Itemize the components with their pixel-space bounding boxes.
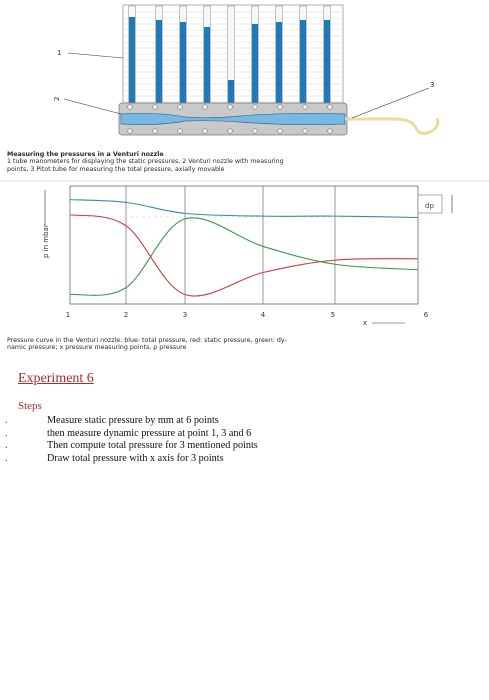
x-tick-label: 2 [124,311,128,319]
total-pressure-line [69,199,419,219]
measuring-point-marker [202,128,208,134]
manometer-fluid-column [156,20,162,104]
measuring-point-marker [152,104,158,110]
x-axis-label: x [363,319,367,327]
leader-line-3 [351,87,430,119]
manometer-fluid-column [324,20,330,104]
measuring-point-marker [177,104,183,110]
label-1: 1 [57,49,61,57]
chart-series [69,199,419,297]
measuring-point-marker [327,128,333,134]
label-3: 3 [430,81,434,89]
figure1-caption-line: points, 3 Pitot tube for measuring the t… [7,165,225,173]
manometer-fluid-column [204,27,210,104]
measuring-point-marker [127,104,133,110]
measuring-point-marker [302,128,308,134]
step-bullet: . [5,427,8,439]
x-tick-label: 3 [183,311,187,319]
manometer-fluid-column [252,24,258,104]
plot-frame [69,185,419,305]
figure1-caption: Measuring the pressures in a Venturi noz… [7,151,479,173]
manometer-fluid-column [300,20,306,104]
chart-caption: Pressure curve in the Venturi nozzle: bl… [7,337,479,352]
x-tick-labels: 1 2 3 4 5 6 [66,311,429,319]
pressure-chart: 1 2 3 4 5 6 p in mbar dp x [0,180,489,335]
step-bullet: . [5,452,8,464]
measuring-point-marker [277,128,283,134]
pitot-tube [345,117,440,135]
step-text: then measure dynamic pressure at point 1… [47,427,252,439]
measuring-point-marker [227,104,233,110]
static-pressure-line [69,214,419,297]
measuring-point-marker [202,104,208,110]
chart-background [0,180,489,335]
label-2: 2 [53,97,61,101]
chart-caption-line: namic pressure; x pressure measuring poi… [7,344,187,352]
measuring-point-marker [177,128,183,134]
leader-line-2 [63,98,122,115]
x-tick-label: 6 [424,311,429,319]
measuring-point-marker [152,128,158,134]
step-text: Draw total pressure with x axis for 3 po… [47,452,224,464]
figure1-caption-line: Measuring the pressures in a Venturi noz… [7,151,164,158]
venturi-apparatus-figure: 1 2 3 [53,4,440,136]
leader-line-1 [67,52,124,59]
measuring-point-marker [302,104,308,110]
step-bullet: . [5,440,8,451]
manometer-fluid-column [228,80,234,104]
measuring-point-marker [127,128,133,134]
manometer-tubes [128,5,331,105]
x-tick-label: 5 [331,311,335,319]
step-text: Then compute total pressure for 3 mentio… [47,440,258,451]
manometer-fluid-column [129,17,135,104]
measuring-point-marker [252,128,258,134]
venturi-nozzle [120,112,346,126]
step-bullet: . [5,415,8,426]
measuring-point-marker [327,104,333,110]
step-text: Measure static pressure by mm at 6 point… [47,415,219,426]
dp-box [417,194,443,214]
x-tick-label: 1 [66,311,70,319]
y-axis-label: p in mbar [42,224,50,258]
dynamic-pressure-line [69,217,419,296]
manometer-fluid-column [276,22,282,104]
measuring-point-marker [277,104,283,110]
steps-label: Steps [18,400,42,412]
chart-caption-line: Pressure curve in the Venturi nozzle: bl… [7,337,287,344]
measuring-point-marker [252,104,258,110]
figure1-caption-line: 1 tube manometers for displaying the sta… [7,158,284,166]
manometer-fluid-column [180,22,186,104]
dp-label: dp [425,202,434,210]
x-tick-label: 4 [261,311,266,319]
experiment-title: Experiment 6 [18,371,94,386]
measuring-point-marker [227,128,233,134]
measuring-points [127,104,333,134]
